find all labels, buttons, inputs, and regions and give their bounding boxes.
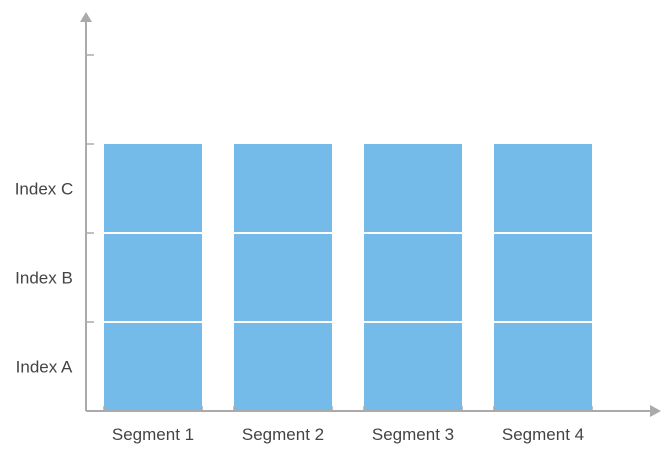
y-axis-arrow-icon [80,12,92,22]
bar-segment [364,322,462,411]
y-tick-label: Index B [15,269,73,288]
bar-segment [494,144,592,233]
bar-segment [104,322,202,411]
axes-layer [80,12,661,417]
x-tick-label: Segment 1 [112,425,194,444]
bar-segment [364,233,462,322]
x-axis-arrow-icon [650,405,661,417]
labels-layer: Segment 1 Segment 2 Segment 3 Segment 4 Inde… [15,180,584,445]
bars-layer [104,144,592,411]
bar-segment [104,144,202,233]
bar-segment [234,233,332,322]
bar-segment [494,233,592,322]
x-tick-label: Segment 4 [502,425,584,444]
x-tick-label: Segment 3 [372,425,454,444]
y-tick-label: Index A [16,358,73,377]
bar-segment [234,322,332,411]
bar-segment [234,144,332,233]
bar-segment [364,144,462,233]
x-tick-label: Segment 2 [242,425,324,444]
bar-segment [494,322,592,411]
bar-segment [104,233,202,322]
y-tick-label: Index C [15,180,74,199]
